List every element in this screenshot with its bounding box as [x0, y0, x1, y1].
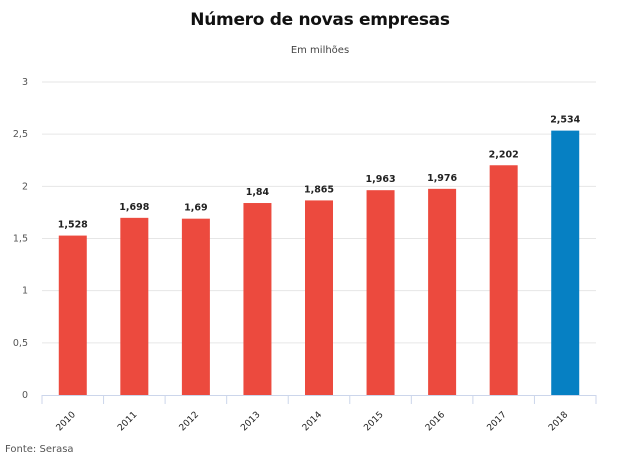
y-tick-label: 1	[22, 286, 28, 297]
y-tick-label: 2,5	[13, 129, 28, 140]
source-note: Fonte: Serasa	[5, 444, 74, 455]
chart-title: Número de novas empresas	[190, 10, 450, 30]
x-tick-label: 2011	[116, 410, 139, 433]
data-label-2012: 1,69	[184, 203, 207, 214]
data-label-2017: 2,202	[489, 149, 519, 160]
x-tick-label: 2015	[362, 410, 385, 433]
chart-subtitle: Em milhões	[290, 45, 350, 56]
data-label-2018: 2,534	[550, 115, 580, 126]
x-tick-label: 2012	[178, 410, 201, 433]
y-tick-label: 2	[22, 181, 28, 192]
data-label-2011: 1,698	[119, 202, 149, 213]
x-tick-label: 2010	[55, 410, 78, 433]
y-tick-label: 1,5	[13, 234, 28, 245]
bar-2018	[551, 130, 580, 396]
x-tick-label: 2014	[301, 410, 324, 433]
bar-2011	[120, 217, 149, 395]
x-tick-label: 2016	[424, 410, 447, 433]
data-label-2010: 1,528	[58, 220, 88, 231]
bar-2015	[366, 190, 395, 395]
y-tick-label: 3	[22, 77, 28, 88]
bar-2014	[305, 200, 333, 395]
bar-2012	[181, 218, 210, 395]
bar-2013	[243, 203, 272, 395]
data-label-2015: 1,963	[366, 174, 396, 185]
data-label-2013: 1,84	[246, 187, 270, 198]
data-label-2014: 1,865	[304, 184, 334, 195]
y-tick-label: 0,5	[13, 338, 28, 349]
data-label-2016: 1,976	[427, 173, 457, 184]
bar-2017	[489, 165, 518, 395]
bar-2016	[428, 188, 457, 395]
x-tick-label: 2017	[486, 410, 509, 433]
x-tick-label: 2013	[239, 410, 262, 433]
y-tick-label: 0	[22, 390, 28, 401]
bar-2010	[58, 235, 87, 395]
x-tick-label: 2018	[547, 410, 570, 433]
